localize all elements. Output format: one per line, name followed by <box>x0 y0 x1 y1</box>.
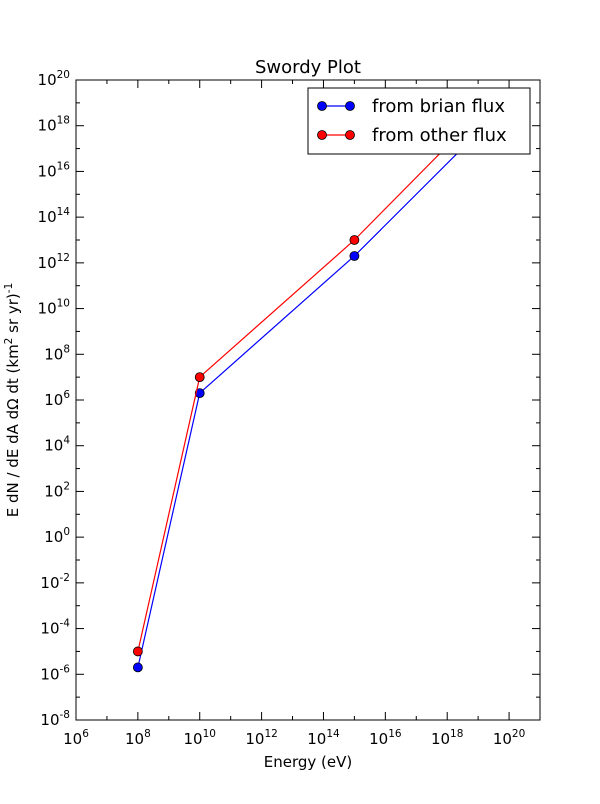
y-tick-label: 100 <box>44 526 70 546</box>
x-tick-exp: 14 <box>326 728 340 740</box>
y-tick-exp: 4 <box>63 435 70 447</box>
data-point-1 <box>349 235 360 245</box>
y-tick-base: 10 <box>44 482 63 500</box>
y-axis-label-sup2: -1 <box>3 283 15 293</box>
y-tick-label: 10-2 <box>40 572 70 592</box>
x-tick-exp: 16 <box>388 728 402 740</box>
y-tick-exp: 18 <box>57 115 70 127</box>
y-tick-base: 10 <box>40 620 59 638</box>
legend-marker-other <box>317 130 327 140</box>
y-tick-exp: -6 <box>60 663 71 675</box>
y-tick-base: 10 <box>44 391 63 409</box>
legend: from brian flux from other flux <box>307 87 531 155</box>
data-point-1 <box>194 372 205 383</box>
legend-marker-other-end <box>345 130 355 140</box>
data-point-1 <box>132 646 143 657</box>
y-tick-base: 10 <box>40 574 59 592</box>
x-tick-base: 10 <box>307 730 326 748</box>
legend-label-brian: from brian flux <box>372 96 505 117</box>
x-tick-label: 106 <box>63 728 89 748</box>
data-point-0 <box>132 662 143 673</box>
y-tick-exp: 10 <box>57 298 70 310</box>
y-tick-base: 10 <box>44 345 63 363</box>
x-tick-base: 10 <box>431 730 450 748</box>
y-axis-label-sup1: 2 <box>3 338 15 345</box>
y-tick-label: 10-4 <box>40 618 70 638</box>
ticks-layer <box>75 79 541 721</box>
y-tick-exp: 14 <box>57 206 71 218</box>
series-line-1 <box>137 114 479 652</box>
y-tick-label: 10-6 <box>40 663 70 683</box>
x-tick-exp: 12 <box>264 728 277 740</box>
y-tick-exp: -4 <box>60 618 71 630</box>
y-tick-exp: -2 <box>60 572 70 584</box>
y-tick-label: 10-8 <box>40 709 70 729</box>
x-tick-exp: 6 <box>82 728 89 740</box>
y-tick-base: 10 <box>44 437 63 455</box>
y-tick-exp: 20 <box>57 69 70 81</box>
y-tick-exp: 16 <box>57 160 71 172</box>
y-tick-label: 102 <box>44 480 70 500</box>
y-tick-label: 1018 <box>38 115 70 135</box>
y-tick-base: 10 <box>40 665 59 683</box>
x-axis-label: Energy (eV) <box>264 753 352 771</box>
data-point-0 <box>194 388 205 399</box>
y-tick-label: 108 <box>44 343 70 363</box>
x-tick-exp: 18 <box>450 728 463 740</box>
x-tick-label: 1012 <box>245 728 277 748</box>
x-tick-base: 10 <box>493 730 512 748</box>
x-tick-label: 1010 <box>183 728 215 748</box>
y-axis-label-mid: sr yr) <box>4 293 22 337</box>
y-tick-exp: 0 <box>63 526 70 538</box>
plot-frame <box>75 79 541 721</box>
data-point-0 <box>349 251 360 261</box>
x-tick-labels: 106 108 1010 1012 1014 1016 1018 1020 <box>63 728 525 748</box>
x-tick-label: 1018 <box>431 728 463 748</box>
legend-marker-brian-end <box>345 101 355 111</box>
y-tick-base: 10 <box>38 117 57 135</box>
legend-box <box>307 87 531 155</box>
x-tick-label: 108 <box>125 728 151 748</box>
y-tick-base: 10 <box>40 711 59 729</box>
series-layer <box>132 109 484 673</box>
x-tick-base: 10 <box>125 730 144 748</box>
x-tick-base: 10 <box>245 730 264 748</box>
y-tick-exp: 2 <box>63 480 70 492</box>
y-tick-label: 1014 <box>38 206 71 226</box>
x-tick-base: 10 <box>63 730 82 748</box>
y-tick-base: 10 <box>38 71 57 89</box>
x-tick-exp: 20 <box>512 728 525 740</box>
y-tick-label: 1012 <box>38 252 70 272</box>
y-tick-base: 10 <box>38 300 57 318</box>
legend-label-other: from other flux <box>372 125 507 146</box>
y-tick-label: 106 <box>44 389 70 409</box>
y-axis-label-main: E dN / dE dA dΩ dt (km <box>4 344 22 517</box>
series-line-0 <box>137 132 479 668</box>
x-tick-base: 10 <box>183 730 202 748</box>
x-tick-label: 1016 <box>369 728 402 748</box>
y-tick-base: 10 <box>44 528 63 546</box>
y-tick-base: 10 <box>38 162 57 180</box>
y-tick-exp: 8 <box>63 343 70 355</box>
x-tick-label: 1020 <box>493 728 525 748</box>
x-tick-label: 1014 <box>307 728 340 748</box>
y-tick-exp: 6 <box>63 389 70 401</box>
legend-marker-brian <box>317 101 327 111</box>
y-tick-label: 1020 <box>38 69 70 89</box>
y-tick-base: 10 <box>38 254 57 272</box>
y-tick-label: 1010 <box>38 298 70 318</box>
x-tick-exp: 8 <box>144 728 151 740</box>
y-tick-base: 10 <box>38 208 57 226</box>
x-tick-exp: 10 <box>203 728 216 740</box>
chart-title: Swordy Plot <box>255 57 361 78</box>
y-tick-exp: -8 <box>60 709 70 721</box>
x-tick-base: 10 <box>369 730 388 748</box>
y-tick-exp: 12 <box>57 252 70 264</box>
y-tick-labels: 10-810-610-410-2100102104106108101010121… <box>38 69 71 729</box>
y-tick-label: 1016 <box>38 160 71 180</box>
y-axis-label: E dN / dE dA dΩ dt (km2 sr yr)-1 <box>3 283 22 518</box>
y-tick-label: 104 <box>44 435 70 455</box>
